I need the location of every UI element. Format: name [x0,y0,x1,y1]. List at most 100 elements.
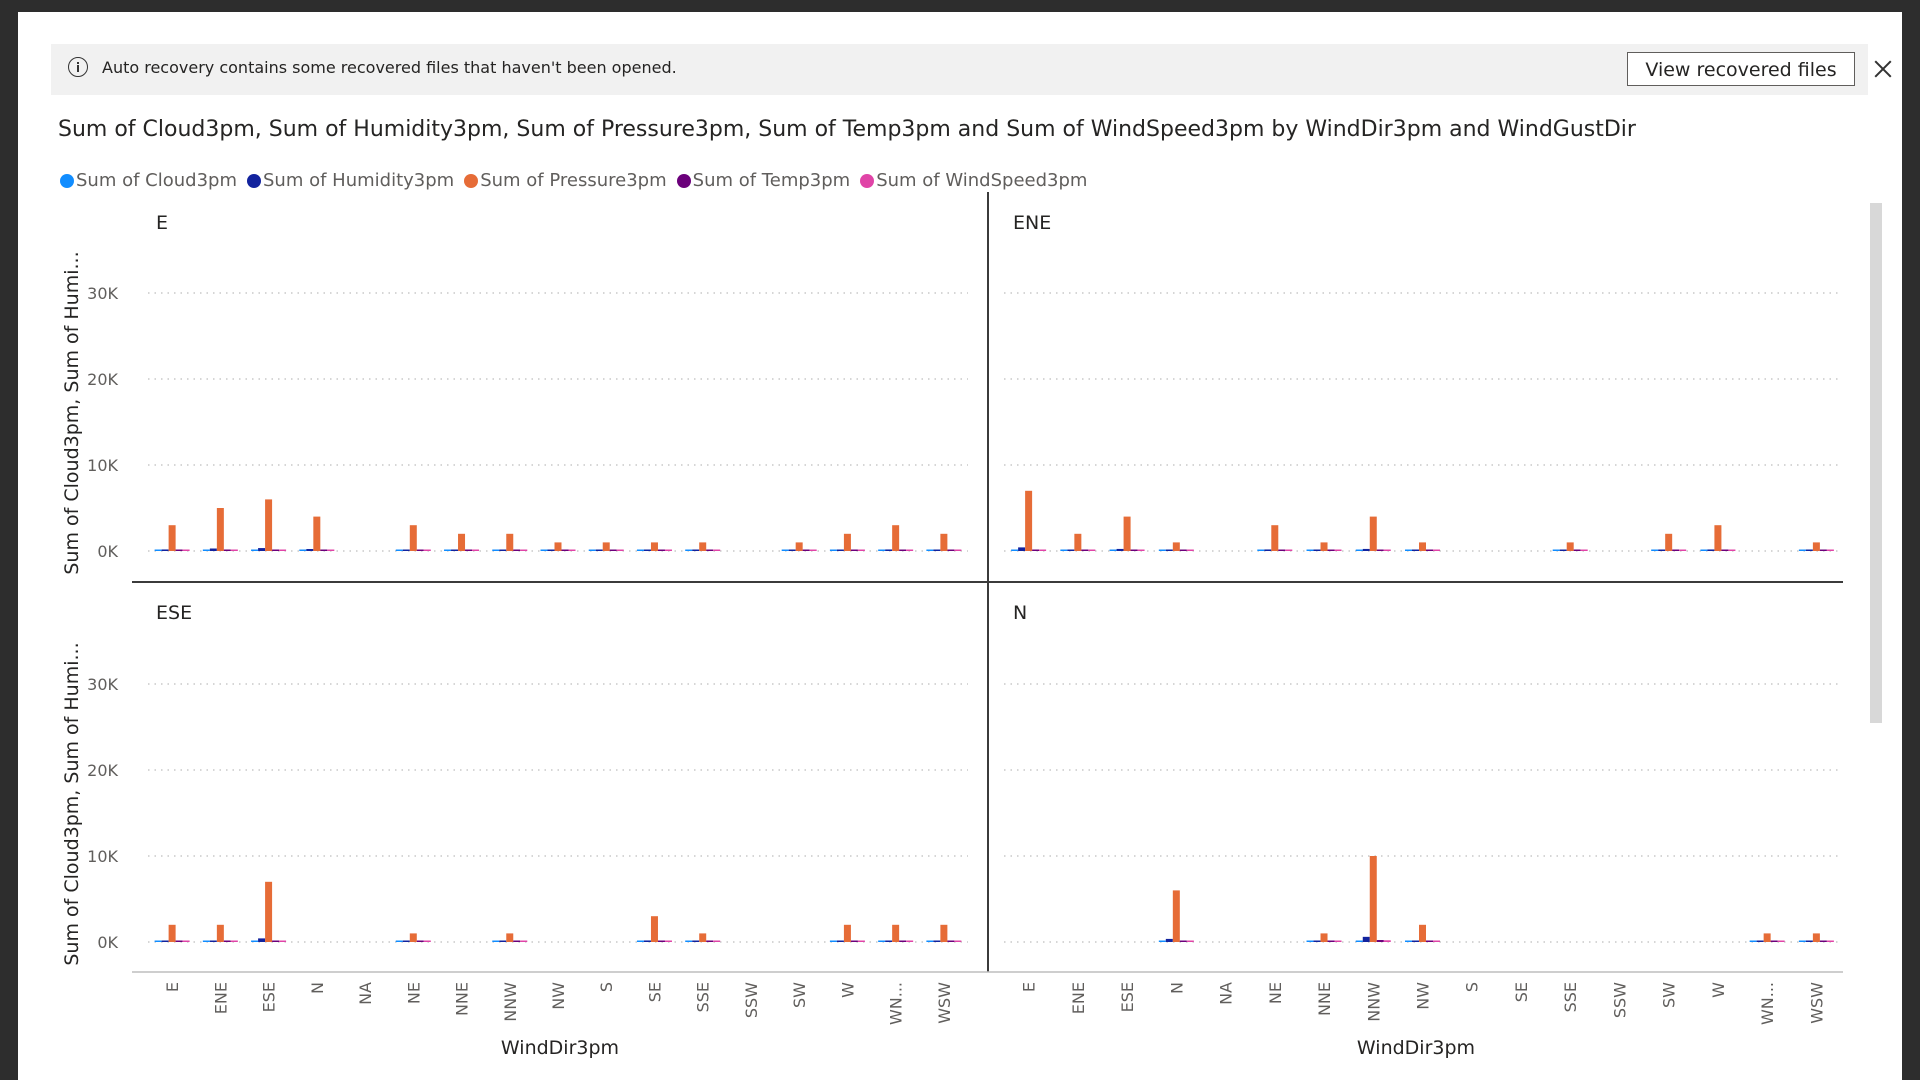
bar [1327,940,1335,942]
bar [1812,933,1820,942]
bar [636,549,644,551]
x-tick-label: NA [1217,982,1236,1005]
bar [926,549,934,551]
bar [423,549,431,551]
bar [175,940,183,942]
bar [1566,542,1574,551]
bar [616,549,624,551]
bar [1369,516,1377,551]
bar [809,549,817,551]
bar [327,549,335,551]
bar [1060,549,1068,551]
bar [878,549,886,551]
bar [1651,549,1659,551]
x-tick-label: S [1463,982,1482,992]
legend-item[interactable]: Sum of Humidity3pm [247,170,454,191]
bar [182,549,190,551]
bar [685,940,693,942]
x-tick-label: SSW [742,982,761,1018]
legend-label: Sum of WindSpeed3pm [876,170,1088,191]
bar [664,549,672,551]
x-tick-label: WSW [1807,982,1826,1024]
bar [416,549,424,551]
vertical-scrollbar[interactable] [1870,203,1882,723]
bar [1559,549,1567,551]
bar [588,549,596,551]
bar [216,508,224,551]
recovery-notice-text: Auto recovery contains some recovered fi… [102,58,677,77]
x-axis-title: WindDir3pm [501,1037,619,1059]
x-tick-label: ENE [211,982,230,1014]
bar [1805,940,1813,942]
bar [1805,549,1813,551]
panel-label: N [1013,602,1027,624]
y-tick-label: 0K [97,542,118,561]
bar [1728,549,1736,551]
bar [568,549,576,551]
x-tick-label: NNW [1364,982,1383,1022]
legend-label: Sum of Cloud3pm [76,170,237,191]
bar [706,549,714,551]
x-tick-label: NNE [453,982,472,1016]
bar [781,549,789,551]
bar [506,533,514,551]
bar [472,549,480,551]
bar [1819,940,1827,942]
bar [843,924,851,942]
bar [892,525,900,551]
legend-item[interactable]: Sum of WindSpeed3pm [860,170,1087,191]
bar [1369,856,1377,942]
x-tick-label: NA [356,982,375,1005]
bar [1714,525,1722,551]
bar [168,525,176,551]
bar [1355,549,1363,551]
x-tick-label: SW [790,982,809,1008]
legend-item[interactable]: Sum of Temp3pm [676,170,850,191]
bar [216,924,224,942]
bar [154,940,162,942]
view-recovered-files-button[interactable]: View recovered files [1627,52,1855,86]
bar [554,542,562,551]
bar [1777,940,1785,942]
x-tick-label: N [308,982,327,994]
bar [1130,549,1138,551]
bar [209,548,217,551]
bar [520,549,528,551]
bar [1433,549,1440,551]
bar [1383,940,1391,942]
bar [940,924,948,942]
bar [1257,549,1265,551]
bar [713,940,721,942]
x-tick-label: SSW [1610,982,1629,1018]
bar [1334,549,1342,551]
legend-label: Sum of Humidity3pm [263,170,455,191]
bar [926,940,934,942]
bar [561,549,569,551]
bar [499,549,507,551]
bar [1700,549,1708,551]
panel-label: ESE [156,602,192,624]
bar [272,940,280,942]
bar [1116,548,1124,551]
bar [1334,940,1342,942]
bar [954,549,962,551]
bar [1552,549,1560,551]
bar [829,549,837,551]
bar [899,549,907,551]
bar [878,940,886,942]
bar [279,940,287,942]
bar [1412,549,1419,551]
legend-item[interactable]: Sum of Pressure3pm [464,170,667,191]
bar [1109,549,1117,551]
legend-item[interactable]: Sum of Cloud3pm [60,170,237,191]
bar [395,940,403,942]
chart-title: Sum of Cloud3pm, Sum of Humidity3pm, Sum… [58,117,1636,142]
bar [609,549,617,551]
bar [423,940,431,942]
bar [706,940,714,942]
bar [306,549,314,551]
bar [1355,940,1363,942]
bar [492,549,500,551]
x-tick-label: ESE [1118,982,1137,1012]
